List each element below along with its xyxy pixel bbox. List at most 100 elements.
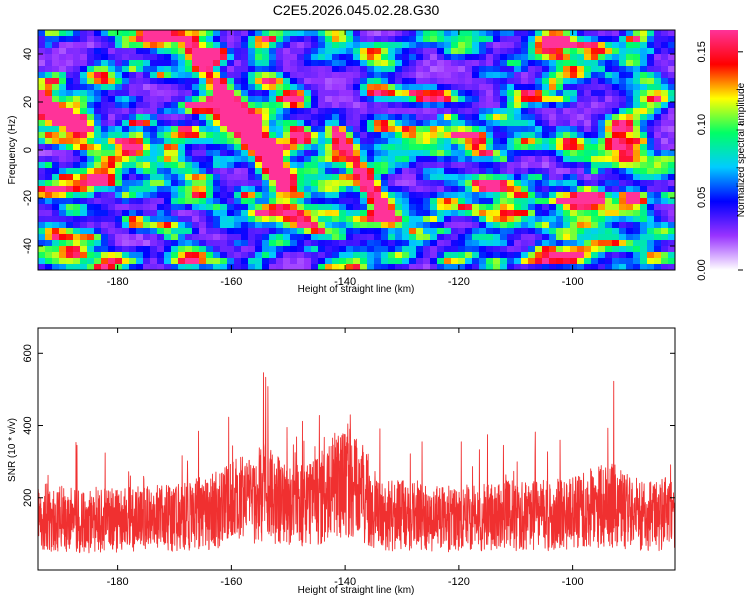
- heatmap-cell: [633, 96, 641, 103]
- heatmap-cell: [402, 54, 410, 61]
- heatmap-cell: [304, 96, 312, 103]
- heatmap-cell: [115, 126, 123, 133]
- heatmap-cell: [129, 168, 137, 175]
- heatmap-cell: [136, 210, 144, 217]
- heatmap-cell: [185, 174, 193, 181]
- heatmap-cell: [255, 252, 263, 259]
- heatmap-cell: [395, 48, 403, 55]
- heatmap-cell: [143, 168, 151, 175]
- heatmap-cell: [542, 84, 550, 91]
- heatmap-cell: [164, 264, 172, 270]
- heatmap-cell: [227, 198, 235, 205]
- heatmap-cell: [647, 78, 655, 85]
- heatmap-cell: [318, 252, 326, 259]
- heatmap-cell: [640, 234, 648, 241]
- heatmap-cell: [73, 258, 81, 265]
- heatmap-cell: [276, 114, 284, 121]
- heatmap-cell: [150, 48, 158, 55]
- heatmap-cell: [612, 180, 620, 187]
- heatmap-cell: [528, 252, 536, 259]
- heatmap-cell: [325, 228, 333, 235]
- heatmap-cell: [192, 102, 200, 109]
- heatmap-cell: [605, 204, 613, 211]
- heatmap-cell: [318, 180, 326, 187]
- heatmap-cell: [346, 246, 354, 253]
- heatmap-cell: [556, 162, 564, 169]
- heatmap-cell: [213, 66, 221, 73]
- heatmap-cell: [654, 240, 662, 247]
- heatmap-cell: [388, 186, 396, 193]
- heatmap-cell: [318, 228, 326, 235]
- heatmap-cell: [584, 90, 592, 97]
- heatmap-cell: [402, 240, 410, 247]
- heatmap-cell: [626, 30, 634, 37]
- heatmap-cell: [500, 48, 508, 55]
- heatmap-cell: [402, 216, 410, 223]
- heatmap-cell: [80, 210, 88, 217]
- heatmap-cell: [521, 66, 529, 73]
- heatmap-cell: [59, 126, 67, 133]
- heatmap-cell: [262, 210, 270, 217]
- heatmap-cell: [465, 42, 473, 49]
- heatmap-cell: [577, 240, 585, 247]
- heatmap-cell: [115, 216, 123, 223]
- heatmap-cell: [94, 66, 102, 73]
- heatmap-cell: [577, 78, 585, 85]
- heatmap-cell: [115, 264, 123, 270]
- heatmap-cell: [367, 228, 375, 235]
- heatmap-cell: [227, 246, 235, 253]
- heatmap-cell: [192, 228, 200, 235]
- heatmap-cell: [549, 180, 557, 187]
- heatmap-cell: [402, 168, 410, 175]
- heatmap-cell: [318, 54, 326, 61]
- heatmap-cell: [94, 78, 102, 85]
- heatmap-cell: [458, 48, 466, 55]
- heatmap-cell: [185, 78, 193, 85]
- heatmap-cell: [185, 168, 193, 175]
- heatmap-cell: [626, 168, 634, 175]
- heatmap-cell: [542, 192, 550, 199]
- heatmap-cell: [647, 30, 655, 37]
- heatmap-cell: [619, 180, 627, 187]
- heatmap-cell: [269, 54, 277, 61]
- heatmap-cell: [409, 174, 417, 181]
- heatmap-cell: [416, 246, 424, 253]
- heatmap-cell: [248, 186, 256, 193]
- heatmap-cell: [507, 162, 515, 169]
- heatmap-cell: [150, 168, 158, 175]
- heatmap-cell: [465, 30, 473, 37]
- heatmap-cell: [654, 162, 662, 169]
- heatmap-cell: [367, 210, 375, 217]
- heatmap-cell: [472, 102, 480, 109]
- heatmap-cell: [101, 204, 109, 211]
- heatmap-cell: [423, 246, 431, 253]
- heatmap-cell: [220, 264, 228, 270]
- heatmap-cell: [332, 258, 340, 265]
- heatmap-cell: [633, 186, 641, 193]
- heatmap-cell: [318, 114, 326, 121]
- heatmap-cell: [605, 180, 613, 187]
- heatmap-cell: [220, 168, 228, 175]
- heatmap-cell: [381, 150, 389, 157]
- heatmap-cell: [220, 246, 228, 253]
- heatmap-cell: [556, 240, 564, 247]
- heatmap-cell: [409, 54, 417, 61]
- heatmap-cell: [213, 180, 221, 187]
- heatmap-cell: [514, 66, 522, 73]
- heatmap-cell: [80, 252, 88, 259]
- heatmap-cell: [332, 144, 340, 151]
- heatmap-cell: [542, 186, 550, 193]
- heatmap-cell: [80, 216, 88, 223]
- heatmap-cell: [612, 228, 620, 235]
- heatmap-cell: [38, 42, 46, 49]
- heatmap-cell: [563, 96, 571, 103]
- heatmap-cell: [381, 264, 389, 270]
- heatmap-cell: [514, 180, 522, 187]
- heatmap-cell: [353, 120, 361, 127]
- heatmap-cell: [115, 222, 123, 229]
- heatmap-cell: [206, 192, 214, 199]
- heatmap-cell: [654, 168, 662, 175]
- heatmap-cell: [262, 216, 270, 223]
- heatmap-cell: [549, 168, 557, 175]
- heatmap-cell: [108, 60, 116, 67]
